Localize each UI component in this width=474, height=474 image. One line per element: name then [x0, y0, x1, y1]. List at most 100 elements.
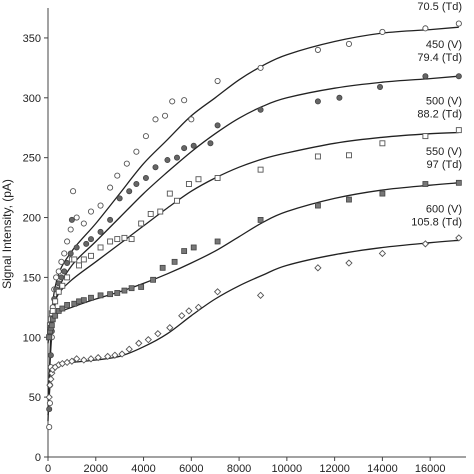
- data-point-series-4: [94, 353, 102, 362]
- data-point-series-1: [64, 260, 71, 267]
- series-label-voltage: 450 (V): [426, 39, 462, 51]
- data-point-series-0: [80, 220, 87, 227]
- y-tick-label: 0: [35, 452, 41, 464]
- data-point-series-0: [181, 97, 188, 104]
- data-point-series-0: [107, 184, 114, 191]
- y-tick-label: 50: [29, 392, 41, 404]
- data-point-series-3: [150, 276, 156, 283]
- data-point-series-3: [88, 294, 94, 301]
- data-point-series-4: [185, 307, 193, 315]
- x-tick-label: 8000: [227, 463, 251, 474]
- data-point-series-0: [123, 160, 130, 167]
- data-point-series-1: [67, 250, 74, 257]
- data-point-series-0: [61, 250, 68, 257]
- data-point-series-0: [64, 238, 71, 245]
- data-point-series-2: [88, 252, 94, 259]
- data-point-series-3: [121, 287, 128, 294]
- data-point-series-0: [67, 226, 74, 233]
- data-point-series-2: [157, 208, 164, 215]
- data-point-series-1: [152, 164, 159, 171]
- data-point-series-1: [58, 274, 65, 281]
- data-point-series-0: [53, 274, 60, 281]
- data-point-series-0: [345, 40, 353, 47]
- data-point-series-4: [455, 234, 463, 242]
- plot-area: 0 2000 4000 6000 8000 10000 12000 14000 16000 0 5…: [23, 0, 466, 474]
- data-point-series-3: [114, 290, 121, 296]
- data-point-series-2: [107, 238, 114, 245]
- data-point-series-4: [135, 339, 143, 347]
- series-label-field: 105.8 (Td): [411, 216, 462, 228]
- data-point-series-1: [190, 142, 197, 149]
- data-point-series-3: [315, 202, 321, 209]
- data-point-series-1: [107, 216, 114, 223]
- data-point-series-1: [173, 154, 180, 161]
- x-tick-label: 14000: [367, 463, 398, 474]
- data-point-series-2: [314, 153, 321, 160]
- data-point-series-3: [422, 181, 429, 187]
- fit-curve-series-2: [47, 131, 459, 344]
- data-point-series-0: [188, 116, 195, 123]
- data-point-series-4: [45, 393, 53, 401]
- data-point-series-4: [111, 351, 119, 359]
- data-point-series-1: [377, 84, 384, 91]
- data-point-series-0: [142, 133, 149, 140]
- data-point-series-2: [195, 176, 202, 183]
- data-point-series-3: [76, 298, 82, 305]
- data-point-series-4: [166, 324, 174, 332]
- series-label-field: 70.5 (Td): [417, 1, 462, 13]
- x-tick-label: 6000: [179, 463, 203, 474]
- data-point-series-2: [147, 210, 154, 217]
- data-point-series-2: [114, 236, 121, 243]
- fit-curve-series-0: [47, 26, 459, 422]
- data-point-series-1: [142, 175, 149, 182]
- data-point-series-2: [257, 166, 264, 173]
- x-tick-label: 16000: [415, 463, 446, 474]
- data-point-series-3: [59, 305, 66, 312]
- data-point-series-4: [118, 350, 126, 358]
- data-point-series-4: [80, 356, 88, 364]
- data-point-series-3: [48, 322, 55, 329]
- data-point-series-4: [378, 249, 387, 258]
- data-point-series-2: [52, 298, 59, 305]
- series-label-field: 97 (Td): [427, 159, 462, 171]
- data-point-series-0: [133, 148, 140, 155]
- data-point-series-1: [46, 406, 53, 413]
- y-tick-label: 100: [23, 332, 41, 344]
- data-markers: [45, 20, 463, 431]
- data-point-series-4: [256, 291, 265, 299]
- data-point-series-0: [87, 208, 95, 215]
- data-point-series-1: [87, 236, 94, 243]
- data-point-series-0: [46, 424, 53, 431]
- data-point-series-3: [171, 258, 178, 265]
- data-point-series-4: [421, 240, 430, 248]
- data-point-series-2: [59, 282, 66, 289]
- data-point-series-1: [422, 73, 429, 80]
- data-point-series-3: [97, 292, 104, 299]
- data-point-series-4: [125, 345, 133, 353]
- data-point-series-4: [154, 330, 162, 338]
- data-point-series-1: [47, 352, 54, 359]
- data-point-series-4: [213, 288, 222, 296]
- data-point-series-2: [214, 175, 221, 181]
- data-point-series-3: [46, 334, 53, 341]
- data-point-series-4: [314, 264, 322, 272]
- data-point-series-2: [379, 140, 386, 147]
- data-point-series-2: [55, 288, 62, 295]
- data-point-series-3: [159, 264, 166, 271]
- x-tick-label: 12000: [319, 463, 350, 474]
- data-point-series-0: [46, 400, 53, 407]
- data-point-series-0: [379, 28, 386, 35]
- series-label-voltage: 600 (V): [426, 203, 462, 215]
- data-point-series-1: [181, 145, 188, 152]
- data-point-series-3: [379, 190, 386, 197]
- data-point-series-0: [152, 116, 159, 123]
- data-point-series-0: [422, 25, 429, 32]
- data-point-series-0: [314, 46, 321, 53]
- data-point-series-3: [80, 297, 87, 304]
- fit-curves: [47, 26, 459, 422]
- data-point-series-2: [174, 197, 180, 204]
- data-point-series-0: [114, 172, 121, 179]
- data-point-series-0: [58, 258, 65, 265]
- data-point-series-2: [97, 244, 104, 251]
